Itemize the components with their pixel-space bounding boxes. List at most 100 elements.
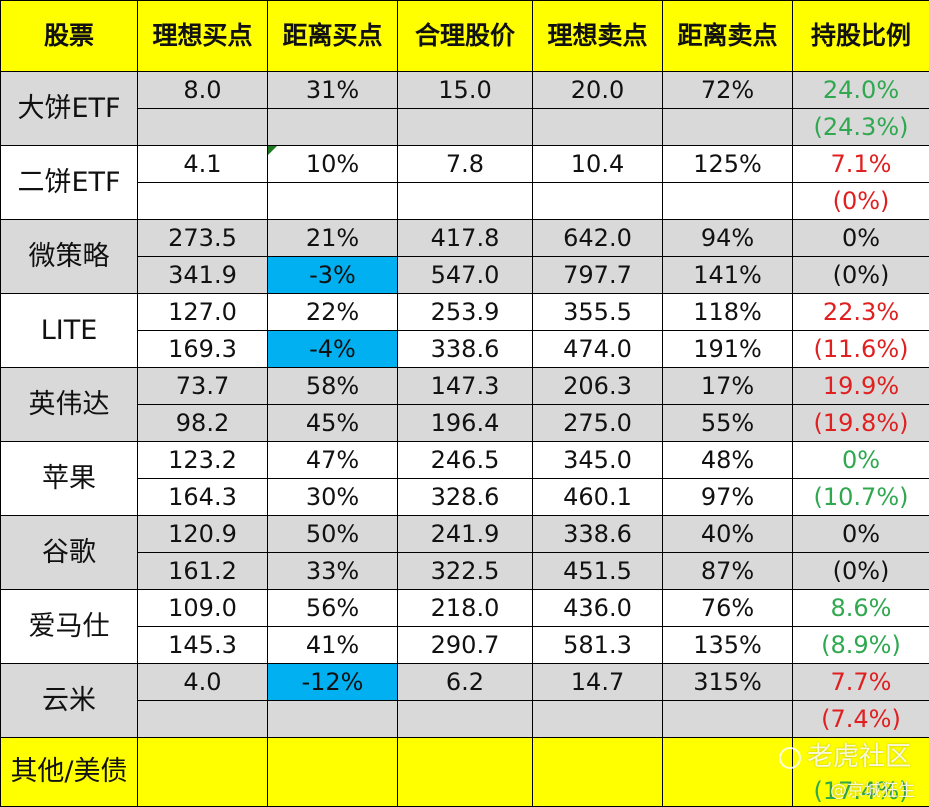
ideal-buy-cell: 109.0 xyxy=(137,589,268,627)
distance-sell-cell: 97% xyxy=(662,478,793,516)
holding-cell: (0%) xyxy=(792,182,929,220)
ideal-sell-cell: 20.0 xyxy=(532,71,663,109)
distance-sell-cell: 118% xyxy=(662,293,793,331)
distance-sell-cell: 125% xyxy=(662,145,793,183)
table-row: (0%) xyxy=(1,182,929,220)
fair-price-cell: 253.9 xyxy=(397,293,533,331)
header-fair-price: 合理股价 xyxy=(397,0,533,72)
distance-buy-cell xyxy=(267,700,398,738)
ideal-buy-cell: 127.0 xyxy=(137,293,268,331)
distance-sell-cell: 40% xyxy=(662,515,793,553)
header-holding-ratio: 持股比例 xyxy=(792,0,929,72)
distance-buy-cell: 22% xyxy=(267,293,398,331)
table-row: 云米 4.0 -12% 6.2 14.7 315% 7.7% xyxy=(0,663,929,738)
footer-name: 其他/美债 xyxy=(0,737,138,807)
distance-buy-cell: 10% xyxy=(267,145,398,183)
header-row: 股票 理想买点 距离买点 合理股价 理想卖点 距离卖点 持股比例 xyxy=(0,0,929,72)
fair-price-cell: 196.4 xyxy=(397,404,533,442)
holding-cell: (24.3%) xyxy=(792,108,929,146)
fair-price-cell: 290.7 xyxy=(397,626,533,664)
table-row: LITE 127.0 22% 253.9 355.5 118% 22.3% xyxy=(0,293,929,368)
fair-price-cell: 15.0 xyxy=(397,71,533,109)
ideal-sell-cell: 581.3 xyxy=(532,626,663,664)
watermark-author: @京城狂生 xyxy=(830,781,915,801)
ideal-buy-cell: 145.3 xyxy=(137,626,268,664)
fair-price-cell xyxy=(397,700,533,738)
distance-buy-cell: 33% xyxy=(267,552,398,590)
distance-buy-cell: 30% xyxy=(267,478,398,516)
fair-price-cell: 241.9 xyxy=(397,515,533,553)
distance-sell-cell xyxy=(662,700,793,738)
ideal-sell-cell xyxy=(532,182,663,220)
holding-cell: (19.8%) xyxy=(792,404,929,442)
ideal-sell-cell: 474.0 xyxy=(532,330,663,368)
watermark: 老虎社区 xyxy=(778,736,911,773)
distance-buy-cell: 31% xyxy=(267,71,398,109)
holding-cell: 0% xyxy=(792,219,929,257)
distance-buy-cell: 47% xyxy=(267,441,398,479)
ideal-sell-cell xyxy=(532,700,663,738)
distance-sell-cell: 17% xyxy=(662,367,793,405)
fair-price-cell: 322.5 xyxy=(397,552,533,590)
stock-name: 云米 xyxy=(0,663,138,738)
distance-sell-cell: 141% xyxy=(662,256,793,294)
ideal-sell-cell: 355.5 xyxy=(532,293,663,331)
distance-sell-cell: 94% xyxy=(662,219,793,257)
ideal-buy-cell xyxy=(137,182,268,220)
fair-price-cell xyxy=(397,182,533,220)
ideal-buy-cell: 8.0 xyxy=(137,71,268,109)
ideal-buy-cell: 341.9 xyxy=(137,256,268,294)
stock-name: 英伟达 xyxy=(0,367,138,442)
fair-price-cell: 7.8 xyxy=(397,145,533,183)
holding-cell: 0% xyxy=(792,441,929,479)
ideal-buy-cell: 273.5 xyxy=(137,219,268,257)
distance-buy-cell: 50% xyxy=(267,515,398,553)
table-row: 161.2 33% 322.5 451.5 87% (0%) xyxy=(1,552,929,590)
ideal-buy-cell: 4.0 xyxy=(137,663,268,701)
ideal-sell-cell: 10.4 xyxy=(532,145,663,183)
ideal-buy-cell: 98.2 xyxy=(137,404,268,442)
ideal-sell-cell: 14.7 xyxy=(532,663,663,701)
tiger-logo-icon xyxy=(778,746,801,769)
distance-buy-cell xyxy=(267,182,398,220)
distance-buy-cell xyxy=(267,108,398,146)
table-row: (7.4%) xyxy=(1,700,929,738)
ideal-buy-cell: 123.2 xyxy=(137,441,268,479)
distance-buy-cell: 58% xyxy=(267,367,398,405)
distance-buy-cell: 56% xyxy=(267,589,398,627)
comment-marker-icon xyxy=(268,146,277,155)
fair-price-cell: 6.2 xyxy=(397,663,533,701)
holding-cell: (0%) xyxy=(792,256,929,294)
footer-empty-cell xyxy=(267,737,398,807)
holding-cell: (10.7%) xyxy=(792,478,929,516)
holding-cell: 22.3% xyxy=(792,293,929,331)
ideal-buy-cell: 73.7 xyxy=(137,367,268,405)
footer-row: 其他/美债 (17.4%) xyxy=(0,737,929,807)
distance-sell-cell: 55% xyxy=(662,404,793,442)
footer-empty-cell xyxy=(532,737,663,807)
stock-name: LITE xyxy=(0,293,138,368)
ideal-sell-cell: 206.3 xyxy=(532,367,663,405)
fair-price-cell: 547.0 xyxy=(397,256,533,294)
watermark-main: 老虎社区 xyxy=(806,742,911,772)
ideal-sell-cell: 797.7 xyxy=(532,256,663,294)
footer-holding-cell: (17.4%) xyxy=(792,737,929,807)
holding-cell: 7.7% xyxy=(792,663,929,701)
distance-buy-cell: 45% xyxy=(267,404,398,442)
fair-price-cell xyxy=(397,108,533,146)
holding-cell: 24.0% xyxy=(792,71,929,109)
ideal-buy-cell: 120.9 xyxy=(137,515,268,553)
distance-sell-cell: 87% xyxy=(662,552,793,590)
ideal-sell-cell: 436.0 xyxy=(532,589,663,627)
holding-cell: 0% xyxy=(792,515,929,553)
fair-price-cell: 218.0 xyxy=(397,589,533,627)
distance-sell-cell: 135% xyxy=(662,626,793,664)
fair-price-cell: 147.3 xyxy=(397,367,533,405)
ideal-sell-cell xyxy=(532,108,663,146)
table-row: 苹果 123.2 47% 246.5 345.0 48% 0% xyxy=(0,441,929,516)
stock-name: 谷歌 xyxy=(0,515,138,590)
header-ideal-sell: 理想卖点 xyxy=(532,0,663,72)
table-row: 英伟达 73.7 58% 147.3 206.3 17% 19.9% xyxy=(0,367,929,442)
stock-name: 二饼ETF xyxy=(0,145,138,220)
